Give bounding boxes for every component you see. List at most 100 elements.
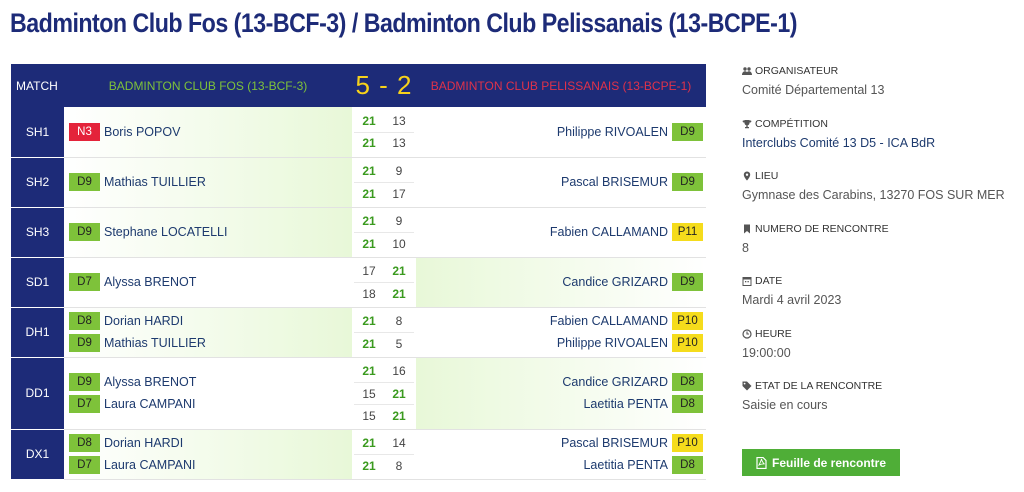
- away-set-score: 21: [392, 264, 406, 278]
- rank-badge: D7: [69, 456, 100, 474]
- info-label: COMPÉTITION: [742, 117, 1022, 131]
- bookmark-icon: [744, 224, 750, 233]
- rank-badge: P10: [672, 312, 703, 330]
- set-scores-cell: 21 9 21 10: [352, 207, 416, 258]
- player-name-link[interactable]: Mathias TUILLIER: [104, 175, 206, 189]
- match-row: SD1 D7 Alyssa BRENOT 17 21 18 21 Candice GRIZAR…: [11, 257, 706, 308]
- set-score-row: 21 8: [354, 310, 414, 332]
- player-name-link[interactable]: Candice GRIZARD: [562, 375, 668, 389]
- trophy-icon: [742, 119, 752, 128]
- info-label: HEURE: [742, 327, 1022, 341]
- home-set-score: 21: [362, 314, 376, 328]
- rank-badge: D9: [69, 173, 100, 191]
- away-set-score: 21: [392, 386, 406, 401]
- match-table: MATCH BADMINTON CLUB FOS (13-BCF-3) 5 - …: [11, 64, 706, 480]
- info-label: LIEU: [742, 169, 1022, 183]
- rank-badge: D8: [672, 373, 703, 391]
- player-name-link[interactable]: Stephane LOCATELLI: [104, 225, 228, 239]
- discipline-cell: DX1: [11, 429, 64, 480]
- set-score-row: 15 21: [354, 382, 414, 404]
- set-scores: 21 14 21 8: [354, 432, 414, 476]
- info-value[interactable]: Interclubs Comité 13 D5 - ICA BdR: [742, 135, 936, 150]
- info-label-text: NUMERO DE RENCONTRE: [755, 222, 889, 235]
- rank-badge: D9: [672, 122, 703, 141]
- info-value: 19:00:00: [742, 345, 791, 360]
- set-scores: 21 9 21 10: [354, 210, 414, 254]
- player-name-link[interactable]: Philippe RIVOALEN: [556, 124, 668, 139]
- clock-icon: [742, 328, 752, 339]
- set-scores-cell: 17 21 18 21: [352, 257, 416, 308]
- match-row: DD1 D9 Alyssa BRENOT D7 Laura CAMPANI 21 16 15 2…: [11, 357, 706, 430]
- discipline-cell: DD1: [11, 357, 64, 430]
- info-label-text: LIEU: [755, 170, 779, 182]
- info-value: Saisie en cours: [742, 398, 828, 412]
- set-score-row: 21 10: [354, 232, 414, 254]
- player-name-link[interactable]: Dorian HARDI: [104, 314, 184, 328]
- set-score-row: 21 13: [354, 110, 414, 132]
- home-team-name[interactable]: BADMINTON CLUB FOS (13-BCF-3): [64, 64, 352, 107]
- match-sheet-button-label: Feuille de rencontre: [771, 455, 887, 470]
- home-set-score: 21: [362, 436, 376, 450]
- home-set-score: 21: [362, 336, 376, 351]
- player-entry: Laetitia PENTA D8: [416, 454, 706, 476]
- set-score-row: 21 9: [354, 160, 414, 182]
- player-name-link[interactable]: Boris POPOV: [104, 124, 181, 139]
- home-set-score: 15: [362, 408, 376, 423]
- rank-badge: D7: [69, 273, 100, 291]
- away-team-name[interactable]: BADMINTON CLUB PELISSANAIS (13-BCPE-1): [416, 64, 706, 107]
- home-set-score: 17: [362, 264, 376, 278]
- info-block-lieu: LIEU Gymnase des Carabins, 13270 FOS SUR …: [742, 169, 1022, 222]
- away-players-cell: Candice GRIZARD D9: [416, 257, 706, 308]
- set-score-row: 21 17: [354, 182, 414, 204]
- info-label-text: HEURE: [755, 327, 792, 340]
- info-label: DATE: [742, 274, 1022, 288]
- match-row: DX1 D8 Dorian HARDI D7 Laura CAMPANI 21 14 21 8 P…: [11, 429, 706, 480]
- player-name-link[interactable]: Laura CAMPANI: [104, 397, 196, 411]
- player-name-link[interactable]: Candice GRIZARD: [562, 275, 668, 289]
- player-entry: N3 Boris POPOV: [64, 121, 352, 143]
- player-name-link[interactable]: Pascal BRISEMUR: [561, 175, 668, 189]
- player-entry: Fabien CALLAMAND P10: [416, 310, 706, 332]
- player-entry: Philippe RIVOALEN P10: [416, 332, 706, 354]
- set-score-row: 21 5: [354, 332, 414, 354]
- match-info-panel: ORGANISATEUR Comité Départemental 13 COMPÉ…: [742, 64, 1022, 432]
- away-set-score: 8: [395, 458, 403, 473]
- player-name-link[interactable]: Mathias TUILLIER: [104, 336, 206, 350]
- away-players-cell: Philippe RIVOALEN D9: [416, 107, 706, 158]
- home-set-score: 21: [362, 136, 376, 151]
- home-players-cell: N3 Boris POPOV: [64, 107, 352, 158]
- player-name-link[interactable]: Laura CAMPANI: [104, 458, 196, 472]
- home-players-cell: D9 Stephane LOCATELLI: [64, 207, 352, 258]
- set-score-row: 15 21: [354, 404, 414, 426]
- away-set-score: 9: [395, 214, 403, 228]
- info-block-etat-de-la-rencontre: ETAT DE LA RENCONTRE Saisie en cours: [742, 379, 1022, 432]
- away-set-score: 10: [392, 236, 406, 251]
- rank-badge: D9: [672, 173, 703, 191]
- player-name-link[interactable]: Alyssa BRENOT: [104, 375, 197, 389]
- away-set-score: 5: [395, 336, 403, 351]
- player-name-link[interactable]: Philippe RIVOALEN: [556, 336, 668, 350]
- match-sheet-button[interactable]: Feuille de rencontre: [742, 449, 900, 476]
- player-name-link[interactable]: Fabien CALLAMAND: [549, 314, 668, 328]
- set-scores: 17 21 18 21: [354, 260, 414, 304]
- player-entry: D7 Laura CAMPANI: [64, 454, 352, 476]
- discipline-cell: SH1: [11, 107, 64, 158]
- player-name-link[interactable]: Pascal BRISEMUR: [561, 436, 668, 450]
- player-name-link[interactable]: Laetitia PENTA: [583, 458, 668, 472]
- home-set-score: 18: [362, 286, 376, 301]
- rank-badge: D8: [672, 395, 703, 413]
- player-entry: Fabien CALLAMAND P11: [416, 221, 706, 243]
- overall-score: 5 - 2: [352, 64, 416, 107]
- pdf-icon: [756, 456, 767, 469]
- player-name-link[interactable]: Laetitia PENTA: [583, 397, 668, 411]
- discipline-cell: SH2: [11, 157, 64, 208]
- player-name-link[interactable]: Fabien CALLAMAND: [549, 225, 668, 239]
- info-label-text: COMPÉTITION: [755, 117, 828, 130]
- rank-badge: D9: [672, 273, 703, 291]
- player-name-link[interactable]: Alyssa BRENOT: [104, 275, 197, 289]
- info-block-organisateur: ORGANISATEUR Comité Départemental 13: [742, 64, 1022, 117]
- match-row: SH3 D9 Stephane LOCATELLI 21 9 21 10 Fabien CAL…: [11, 207, 706, 258]
- player-entry: Candice GRIZARD D8: [416, 371, 706, 393]
- player-name-link[interactable]: Dorian HARDI: [104, 436, 184, 450]
- set-score-row: 21 8: [354, 454, 414, 476]
